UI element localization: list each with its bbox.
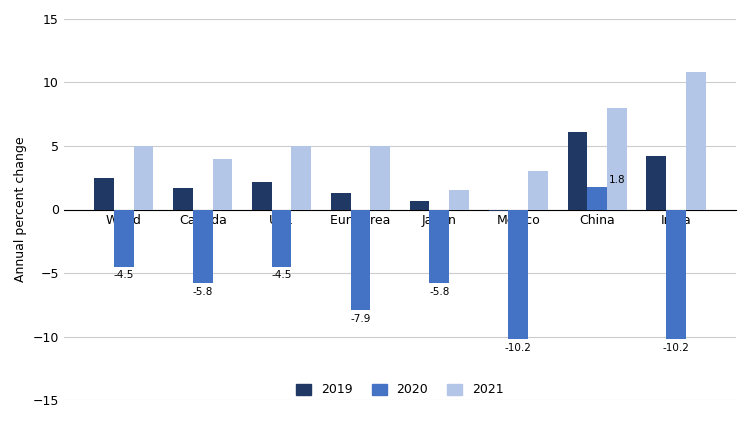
Bar [666,209,686,339]
Text: -10.2: -10.2 [505,343,532,353]
Bar [272,209,292,267]
Y-axis label: Annual percent change: Annual percent change [14,137,27,282]
Bar [686,72,706,209]
Text: -5.8: -5.8 [429,287,449,297]
Bar [193,209,212,283]
Bar [173,188,193,209]
Text: -5.8: -5.8 [193,287,213,297]
Bar [489,209,508,211]
Bar [587,187,607,209]
Bar [410,200,430,209]
Text: -10.2: -10.2 [662,343,689,353]
Bar [646,156,666,209]
Bar [430,209,449,283]
Text: -7.9: -7.9 [350,314,370,324]
Text: -4.5: -4.5 [114,271,134,281]
Bar [528,171,548,209]
Bar [212,159,232,209]
Bar [252,181,272,209]
Bar [568,132,587,209]
Bar [449,190,469,209]
Bar [331,193,350,209]
Text: -4.5: -4.5 [272,271,292,281]
Legend: 2019, 2020, 2021: 2019, 2020, 2021 [291,379,508,401]
Bar [350,209,370,310]
Bar [370,146,390,209]
Bar [607,108,627,209]
Bar [134,146,154,209]
Bar [114,209,134,267]
Bar [509,209,528,339]
Text: 1.8: 1.8 [609,176,625,185]
Bar [94,178,114,209]
Bar [292,146,311,209]
